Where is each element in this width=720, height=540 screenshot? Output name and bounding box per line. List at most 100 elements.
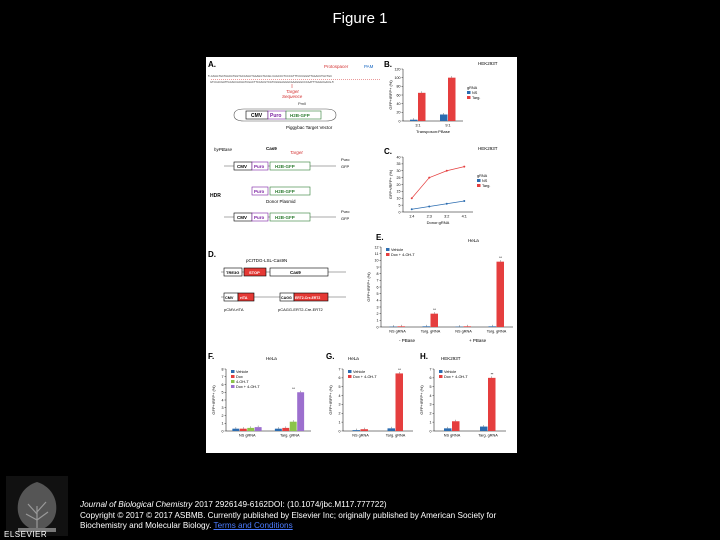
legend-label: Vehicle: [236, 370, 248, 374]
y-tick-label: 100: [395, 76, 401, 80]
panel-d: D. pCITDG-LSL-Cas9N TRE3G STOP Cas9 CMV …: [208, 250, 346, 312]
x-tick-label: 1:4: [409, 215, 414, 219]
y-tick-label: 4: [377, 299, 379, 303]
svg-text:B.: B.: [384, 60, 392, 69]
y-tick-label: 40: [397, 102, 401, 106]
svg-text:pCITDG-LSL-Cas9N: pCITDG-LSL-Cas9N: [246, 258, 287, 263]
y-tick-label: 1: [339, 420, 341, 424]
legend-label: Dox + 4-OH-T: [236, 385, 260, 389]
legend-label: 4-OH-T: [236, 380, 249, 384]
svg-text:Puro: Puro: [341, 209, 350, 214]
svg-text:CMV: CMV: [225, 296, 234, 300]
y-tick-label: 4: [222, 398, 224, 402]
y-axis-label: GFP+/RFP+ (%): [419, 385, 424, 415]
svg-text:CMV: CMV: [237, 215, 247, 220]
y-tick-label: 20: [397, 111, 401, 115]
y-tick-label: 7: [339, 367, 341, 371]
legend-swatch: [439, 370, 443, 373]
bar-dox-4-oh-t: [395, 373, 403, 431]
legend-swatch: [231, 370, 235, 373]
bar-vehicle: [232, 428, 240, 431]
svg-text:Piggybac Target Vector: Piggybac Target Vector: [286, 125, 333, 130]
bar-vehicle: [488, 326, 496, 327]
significance-mark: **: [433, 308, 436, 312]
svg-text:Target: Target: [290, 150, 303, 155]
svg-text:Cas9: Cas9: [290, 270, 301, 275]
y-tick-label: 6: [377, 285, 379, 289]
x-tick-label: 9:1: [445, 124, 450, 128]
svg-text:pCMV-rtTA: pCMV-rtTA: [224, 307, 244, 312]
svg-text:+ PBase: + PBase: [469, 338, 487, 343]
bar-vehicle: [274, 428, 282, 431]
svg-text:CMV: CMV: [237, 164, 247, 169]
y-tick-label: 15: [397, 190, 401, 194]
terms-link[interactable]: Terms and Conditions: [213, 521, 293, 530]
legend-label: NS: [472, 91, 478, 95]
y-tick-label: 5: [339, 385, 341, 389]
y-tick-label: 3: [377, 305, 379, 309]
svg-text:D.: D.: [208, 250, 216, 259]
bar-dox: [282, 427, 290, 431]
legend-swatch: [477, 179, 481, 182]
y-tick-label: 2: [222, 414, 224, 418]
x-tick-label: Targ. gRNA: [487, 330, 507, 334]
bar-vehicle: [352, 430, 360, 431]
svg-text:- PBase: - PBase: [399, 338, 416, 343]
svg-text:PmlI: PmlI: [298, 101, 306, 106]
y-tick-label: 120: [395, 67, 401, 71]
legend-label: Targ.: [472, 96, 480, 100]
y-tick-label: 2: [339, 412, 341, 416]
svg-text:Puro: Puro: [341, 157, 350, 162]
legend-swatch: [386, 253, 390, 256]
journal-name: Journal of Biological Chemistry: [80, 500, 193, 509]
x-tick-label: 3:1: [415, 124, 420, 128]
y-tick-label: 20: [397, 183, 401, 187]
y-tick-label: 6: [222, 383, 224, 387]
y-tick-label: 0: [339, 429, 341, 433]
x-tick-label: Targ. gRNA: [386, 434, 406, 438]
bar-dox-4-oh-t: [430, 313, 438, 327]
bar-targ-: [418, 92, 426, 121]
y-tick-label: 9: [377, 265, 379, 269]
legend-title: gRNA: [477, 174, 488, 178]
y-tick-label: 10: [375, 259, 379, 263]
bar-4-oh-t: [289, 421, 297, 431]
y-tick-label: 0: [399, 210, 401, 214]
y-tick-label: 5: [430, 385, 432, 389]
legend-label: NS: [482, 179, 488, 183]
bar-dox: [239, 428, 247, 431]
copyright-text: Copyright © 2017 © 2017 ASBMB. Currently…: [80, 510, 497, 531]
svg-text:TRE3G: TRE3G: [226, 270, 239, 275]
y-tick-label: 4: [339, 394, 341, 398]
legend-swatch: [467, 91, 471, 94]
y-tick-label: 7: [430, 367, 432, 371]
legend-label: Dox + 4-OH-T: [391, 253, 415, 257]
series-line-targ-: [411, 166, 465, 199]
bar-dox-4-oh-t: [496, 261, 504, 327]
y-tick-label: 10: [397, 197, 401, 201]
y-tick-label: 25: [397, 176, 401, 180]
y-tick-label: 8: [377, 272, 379, 276]
legend-title: gRNA: [467, 86, 478, 90]
svg-text:GFP: GFP: [341, 164, 350, 169]
bar-dox-4-oh-t: [360, 429, 368, 431]
x-tick-label: 4:1: [462, 215, 467, 219]
svg-text:Puro: Puro: [254, 189, 265, 194]
bar-dox-4-oh-t: [452, 421, 460, 431]
x-tick-label: NS gRNA: [352, 434, 369, 438]
bar-dox-4-oh-t: [488, 377, 496, 431]
svg-text:CAGG: CAGG: [281, 296, 292, 300]
x-tick-label: 2:3: [427, 215, 432, 219]
y-tick-label: 5: [377, 292, 379, 296]
bar-dox-4-oh-t: [297, 392, 305, 431]
y-tick-label: 40: [397, 155, 401, 159]
legend-label: Vehicle: [353, 370, 365, 374]
bar-vehicle: [480, 426, 488, 431]
protospacer-label: Protospacer: [324, 64, 349, 69]
svg-text:Puro: Puro: [254, 215, 265, 220]
legend-swatch: [348, 370, 352, 373]
y-tick-label: 3: [222, 406, 224, 410]
data-point: [463, 200, 466, 202]
